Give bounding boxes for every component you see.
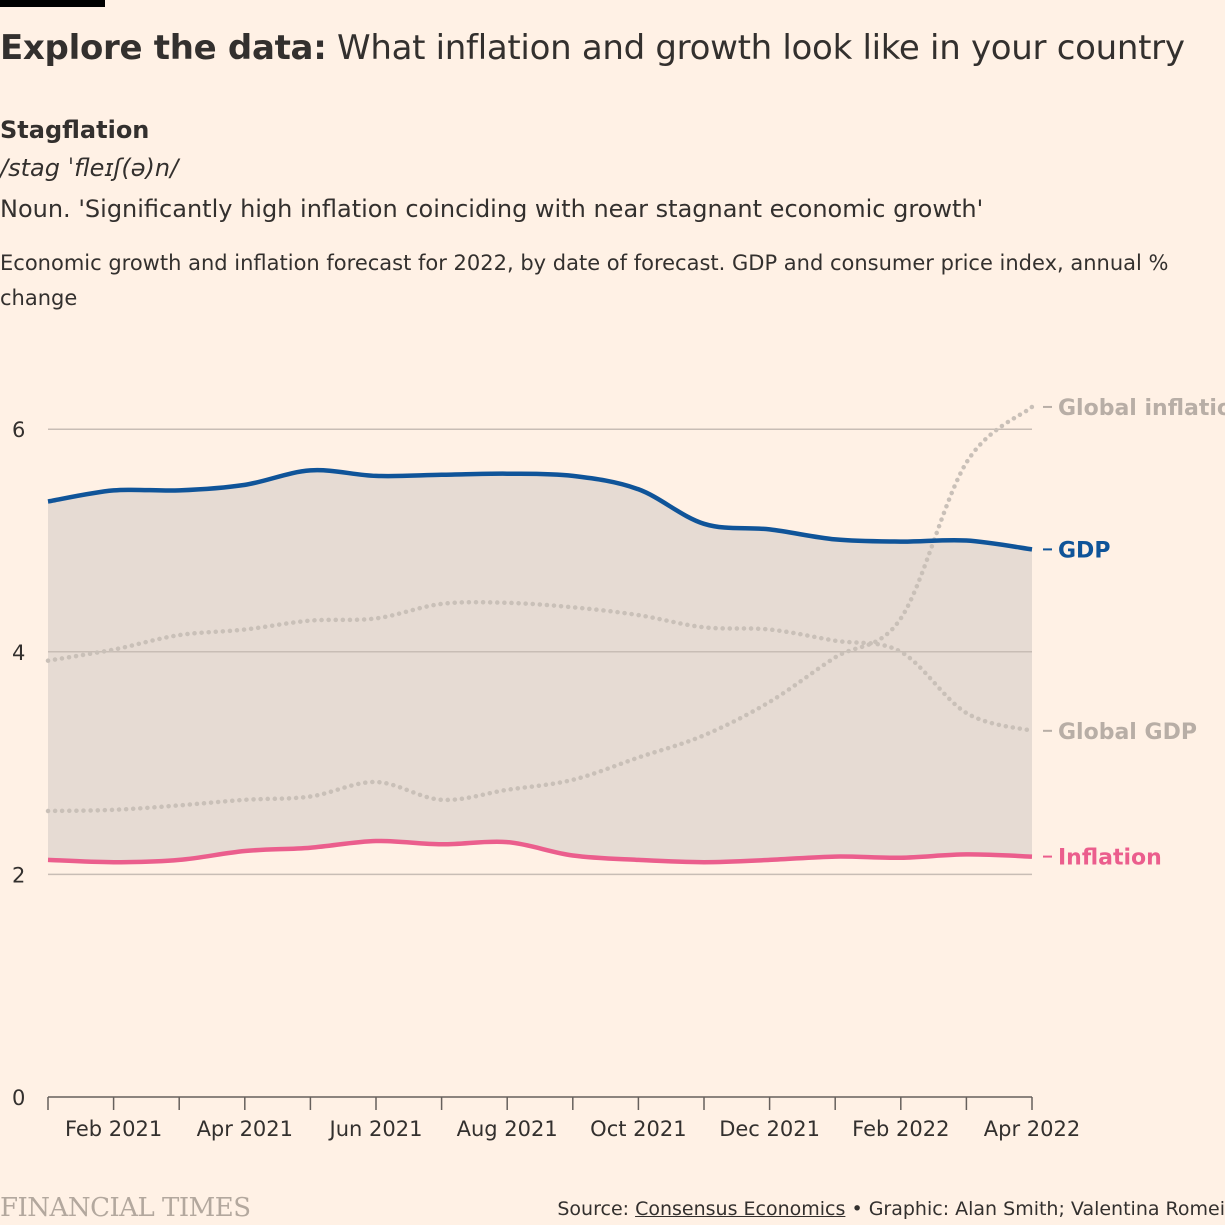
y-tick-label: 6 xyxy=(12,418,25,442)
page-title-lead: Explore the data: xyxy=(0,28,327,68)
x-tick-label: Oct 2021 xyxy=(590,1117,686,1141)
series-line-inflation xyxy=(47,838,1033,865)
y-tick-label: 2 xyxy=(12,863,25,887)
pronunciation: /stag ˈfleɪʃ(ə)n/ xyxy=(0,154,179,182)
x-tick-label: Aug 2021 xyxy=(457,1117,558,1141)
page-title: Explore the data: What inflation and gro… xyxy=(0,28,1185,68)
y-tick-label: 4 xyxy=(12,641,25,665)
y-tick-label: 0 xyxy=(12,1086,25,1110)
series-label: Inflation xyxy=(1058,846,1162,871)
x-tick-label: Feb 2022 xyxy=(852,1117,949,1141)
ft-logo: FINANCIAL TIMES xyxy=(0,1193,251,1223)
series-line-gdp xyxy=(47,467,1033,552)
chart-subtitle: Economic growth and inflation forecast f… xyxy=(0,251,1169,310)
credits: • Graphic: Alan Smith; Valentina Romei xyxy=(845,1198,1225,1220)
x-tick-label: Dec 2021 xyxy=(719,1117,820,1141)
source-prefix: Source: xyxy=(557,1198,636,1220)
definition-term: Stagflation xyxy=(0,116,150,144)
source-link[interactable]: Consensus Economics xyxy=(635,1198,846,1220)
definition-text: Noun. 'Significantly high inflation coin… xyxy=(0,195,984,223)
series-label: Global inflation xyxy=(1058,396,1225,421)
line-chart: 0 2 4 6 Feb 2021 Apr 2021 Jun 2021 Aug 2021 Oct … xyxy=(12,396,1225,1141)
x-tick-label: Feb 2021 xyxy=(65,1117,162,1141)
series-label: Global GDP xyxy=(1058,720,1197,745)
series-label: GDP xyxy=(1058,538,1110,563)
source-note: Source: Consensus Economics • Graphic: A… xyxy=(557,1198,1225,1220)
x-tick-label: Jun 2021 xyxy=(328,1117,423,1141)
gdp-inflation-band xyxy=(48,470,1032,863)
page-title-rest: What inflation and growth look like in y… xyxy=(326,28,1185,68)
x-tick-label: Apr 2022 xyxy=(984,1117,1080,1141)
brand-bar xyxy=(0,0,105,7)
x-tick-label: Apr 2021 xyxy=(197,1117,293,1141)
series-line-global-inflation xyxy=(45,404,1035,814)
